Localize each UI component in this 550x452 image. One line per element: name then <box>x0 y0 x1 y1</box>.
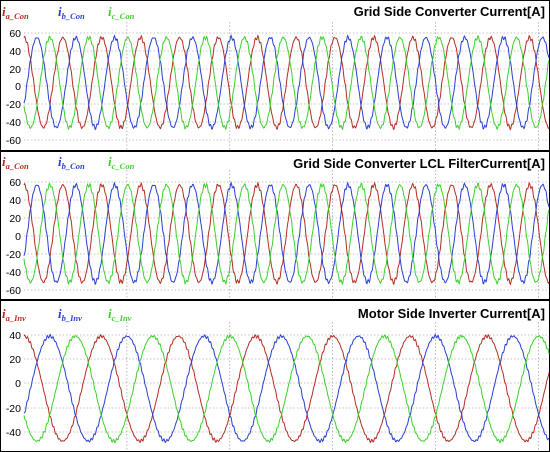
legend-item-ic: ic_Con <box>108 4 135 21</box>
legend-item-ib: ib_Con <box>58 4 85 21</box>
panel-grid-side-converter-current: Grid Side Converter Current[A] ia_Con ib… <box>0 0 550 151</box>
y-tick-label: 20 <box>9 64 21 76</box>
y-tick-label: 40 <box>9 330 21 342</box>
y-tick-label: -20 <box>6 403 21 415</box>
y-tick-label: 20 <box>9 354 21 366</box>
series-line-a-con <box>23 181 550 286</box>
plot-area-3 <box>23 322 550 451</box>
legend: ia_Inv ib_Inv ic_Inv <box>2 306 132 323</box>
y-tick-label: -20 <box>6 249 21 261</box>
legend: ia_Con ib_Con ic_Con <box>2 154 135 171</box>
y-tick-label: -60 <box>6 135 21 147</box>
y-tick-label: -20 <box>6 99 21 111</box>
series-line-c-inv <box>23 334 550 444</box>
y-tick-labels: 40 20 0 -20 -40 <box>6 330 21 439</box>
y-tick-label: 60 <box>9 28 21 40</box>
y-tick-label: 0 <box>15 378 21 390</box>
panel-title: Grid Side Converter LCL FilterCurrent[A] <box>293 156 545 171</box>
series-line-a-con <box>23 34 550 131</box>
series-line-c-con <box>23 182 550 286</box>
series-line-b-inv <box>23 333 550 444</box>
legend-item-ib: ib_Inv <box>58 306 82 323</box>
y-tick-label: 60 <box>9 177 21 189</box>
panel-title: Grid Side Converter Current[A] <box>354 4 545 19</box>
legend-item-ia: ia_Con <box>2 4 29 21</box>
y-tick-label: 40 <box>9 195 21 207</box>
y-tick-label: 0 <box>15 81 21 93</box>
y-tick-label: -40 <box>6 267 21 279</box>
panel-grid-side-converter-lcl-filter-current: Grid Side Converter LCL FilterCurrent[A]… <box>0 151 550 300</box>
plot-area-2 <box>23 170 550 299</box>
panel-title: Motor Side Inverter Current[A] <box>358 306 545 321</box>
y-tick-label: 40 <box>9 46 21 58</box>
legend-item-ia: ia_Con <box>2 154 29 171</box>
legend-item-ib: ib_Con <box>58 154 85 171</box>
legend-item-ic: ic_Con <box>108 154 135 171</box>
series-line-b-con <box>23 33 550 131</box>
legend: ia_Con ib_Con ic_Con <box>2 4 135 21</box>
y-tick-labels: 60 40 20 0 -20 -40 -60 <box>6 28 21 147</box>
panel-frame <box>0 0 550 151</box>
plot-area-1 <box>23 22 550 150</box>
y-tick-label: -60 <box>6 285 21 297</box>
y-tick-labels: 60 40 20 0 -20 -40 -60 <box>6 177 21 297</box>
legend-item-ic: ic_Inv <box>108 306 132 323</box>
y-tick-label: -40 <box>6 427 21 439</box>
y-tick-label: 20 <box>9 213 21 225</box>
legend-item-ia: ia_Inv <box>2 306 26 323</box>
y-tick-label: 0 <box>15 231 21 243</box>
series-line-b-con <box>23 181 550 286</box>
panel-frame <box>0 151 550 300</box>
panel-frame <box>0 300 550 452</box>
series-line-c-con <box>23 35 550 131</box>
y-tick-label: -40 <box>6 117 21 129</box>
panel-motor-side-inverter-current: Motor Side Inverter Current[A] ia_Inv ib… <box>0 300 550 452</box>
